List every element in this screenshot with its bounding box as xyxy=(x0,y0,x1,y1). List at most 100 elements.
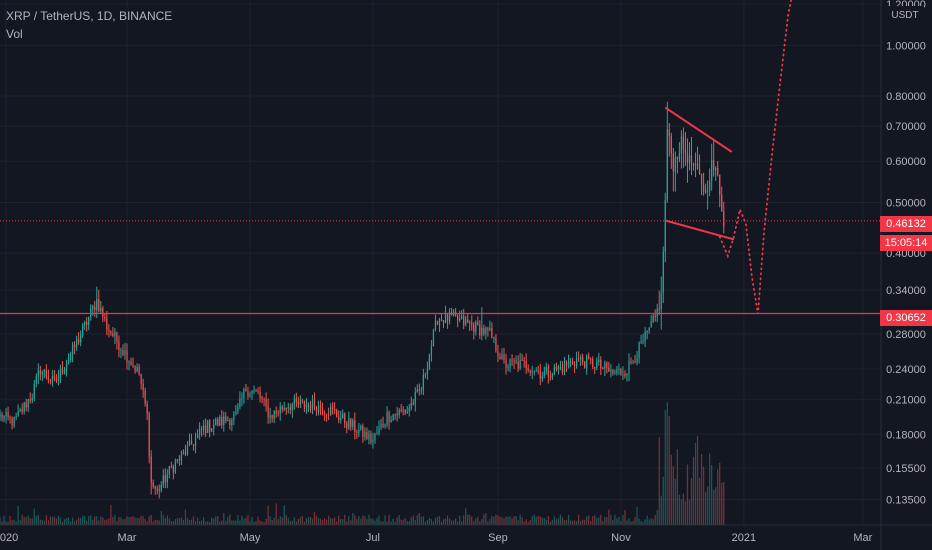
candle-body[interactable] xyxy=(483,327,485,334)
candle-body[interactable] xyxy=(525,360,527,369)
candle-body[interactable] xyxy=(57,377,60,382)
candle-body[interactable] xyxy=(196,433,199,439)
candle-body[interactable] xyxy=(360,425,362,430)
candle-body[interactable] xyxy=(172,466,175,473)
candle-body[interactable] xyxy=(672,153,674,172)
candle-body[interactable] xyxy=(100,308,102,312)
candle-body[interactable] xyxy=(3,416,5,420)
candle-body[interactable] xyxy=(116,331,118,342)
candle-body[interactable] xyxy=(346,423,348,428)
candle-body[interactable] xyxy=(696,163,699,169)
candle-body[interactable] xyxy=(344,413,346,424)
candle-body[interactable] xyxy=(205,425,207,433)
candle-body[interactable] xyxy=(299,400,302,405)
candle-body[interactable] xyxy=(128,361,130,363)
candle-body[interactable] xyxy=(497,351,499,357)
candle-body[interactable] xyxy=(432,330,435,347)
candle-body[interactable] xyxy=(388,412,390,423)
candle-body[interactable] xyxy=(422,374,424,391)
candle-body[interactable] xyxy=(624,373,626,376)
candle-body[interactable] xyxy=(602,367,604,369)
candle-body[interactable] xyxy=(342,413,344,419)
candle-body[interactable] xyxy=(267,406,269,418)
candle-body[interactable] xyxy=(573,364,576,367)
candle-body[interactable] xyxy=(692,164,695,166)
candle-body[interactable] xyxy=(61,368,64,374)
candle-body[interactable] xyxy=(152,482,154,487)
candle-body[interactable] xyxy=(11,417,13,426)
candle-body[interactable] xyxy=(537,370,539,372)
candle-body[interactable] xyxy=(315,407,318,413)
candle-body[interactable] xyxy=(225,416,227,422)
candle-body[interactable] xyxy=(469,322,471,324)
candle-body[interactable] xyxy=(364,431,366,438)
candle-body[interactable] xyxy=(700,174,703,185)
candle-body[interactable] xyxy=(106,318,108,330)
candle-body[interactable] xyxy=(327,414,330,416)
candle-body[interactable] xyxy=(174,461,177,473)
candle-body[interactable] xyxy=(321,408,324,414)
candle-body[interactable] xyxy=(531,371,533,373)
trend-line-lower[interactable] xyxy=(665,219,735,241)
candle-body[interactable] xyxy=(507,366,509,368)
candle-body[interactable] xyxy=(104,317,106,319)
candle-body[interactable] xyxy=(527,368,529,371)
candle-body[interactable] xyxy=(475,321,477,332)
candle-body[interactable] xyxy=(547,367,549,377)
candle-body[interactable] xyxy=(503,354,505,361)
candle-body[interactable] xyxy=(7,411,9,418)
candle-body[interactable] xyxy=(636,357,638,363)
candle-body[interactable] xyxy=(168,466,170,475)
candle-body[interactable] xyxy=(378,427,380,434)
candle-body[interactable] xyxy=(198,428,201,434)
candle-body[interactable] xyxy=(80,335,82,343)
candle-body[interactable] xyxy=(219,417,221,426)
candle-body[interactable] xyxy=(269,415,271,418)
candle-body[interactable] xyxy=(53,375,56,379)
candle-body[interactable] xyxy=(301,400,304,402)
candle-body[interactable] xyxy=(694,163,697,166)
candle-body[interactable] xyxy=(120,349,122,351)
candle-body[interactable] xyxy=(257,390,259,392)
candle-body[interactable] xyxy=(118,341,120,351)
candle-body[interactable] xyxy=(297,402,299,405)
candle-body[interactable] xyxy=(444,313,447,323)
candle-body[interactable] xyxy=(539,371,541,379)
candle-body[interactable] xyxy=(640,341,642,343)
candle-body[interactable] xyxy=(126,350,128,363)
candle-body[interactable] xyxy=(713,160,715,171)
candle-body[interactable] xyxy=(249,393,251,397)
candle-body[interactable] xyxy=(491,328,493,339)
candle-body[interactable] xyxy=(630,360,632,363)
candle-body[interactable] xyxy=(412,402,414,404)
candle-body[interactable] xyxy=(33,383,35,398)
candle-body[interactable] xyxy=(1,414,3,420)
candle-body[interactable] xyxy=(362,425,364,438)
candle-body[interactable] xyxy=(642,341,644,343)
candle-body[interactable] xyxy=(487,327,489,330)
candle-body[interactable] xyxy=(721,194,723,212)
candle-body[interactable] xyxy=(166,474,168,483)
candle-body[interactable] xyxy=(233,414,235,421)
candle-body[interactable] xyxy=(186,445,189,455)
candle-body[interactable] xyxy=(682,136,685,149)
candle-body[interactable] xyxy=(313,399,316,408)
candle-body[interactable] xyxy=(436,320,439,325)
candle-body[interactable] xyxy=(577,358,580,360)
candle-body[interactable] xyxy=(275,410,277,413)
candle-body[interactable] xyxy=(553,366,556,375)
candle-body[interactable] xyxy=(366,431,368,440)
candle-body[interactable] xyxy=(594,367,596,369)
candle-body[interactable] xyxy=(634,361,636,363)
candle-body[interactable] xyxy=(303,400,306,408)
candle-body[interactable] xyxy=(88,317,90,325)
candle-body[interactable] xyxy=(162,475,164,485)
candle-body[interactable] xyxy=(656,308,658,317)
candle-body[interactable] xyxy=(82,325,84,336)
candle-body[interactable] xyxy=(684,148,687,153)
candle-body[interactable] xyxy=(31,397,33,401)
candle-body[interactable] xyxy=(340,418,342,421)
candle-body[interactable] xyxy=(114,331,116,336)
candle-body[interactable] xyxy=(45,370,47,378)
